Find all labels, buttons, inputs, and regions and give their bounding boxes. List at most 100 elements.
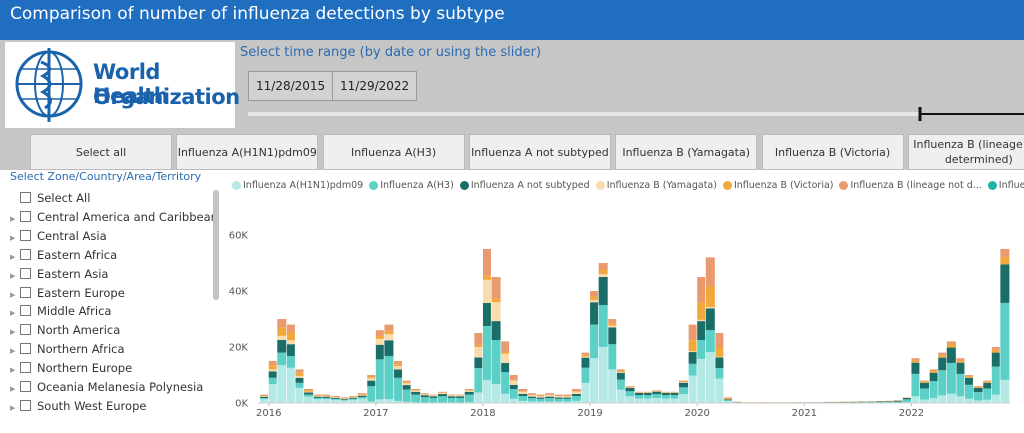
bar-segment	[616, 372, 625, 373]
region-item[interactable]: ▶ Central America and Caribbean	[10, 210, 218, 224]
bar-segment	[598, 270, 608, 275]
bar-segment	[509, 389, 518, 399]
checkbox[interactable]	[20, 343, 31, 355]
checkbox[interactable]	[20, 399, 31, 411]
region-item[interactable]: ▶ Northern Europe	[10, 361, 132, 375]
bar-segment	[330, 398, 340, 400]
bar-segment	[367, 386, 376, 402]
bar-segment	[286, 324, 295, 333]
checkbox[interactable]	[20, 305, 31, 317]
bar-segment	[911, 358, 920, 361]
bar-segment	[956, 396, 965, 403]
bar-segment	[697, 340, 706, 359]
bar-segment	[1000, 302, 1010, 380]
bar-segment	[678, 380, 689, 382]
bar-segment	[661, 391, 670, 393]
bar-segment	[509, 384, 518, 389]
checkbox[interactable]	[20, 324, 31, 336]
bar-segment	[482, 275, 491, 280]
bar-segment	[545, 401, 555, 403]
bar-segment	[367, 378, 376, 381]
start-date[interactable]: 11/28/2015	[248, 71, 334, 101]
checkbox[interactable]	[20, 286, 31, 298]
checkbox[interactable]	[20, 381, 31, 392]
bar-segment	[268, 384, 277, 403]
bar-segment	[491, 321, 501, 340]
region-item[interactable]: ▶ Northern Africa	[10, 342, 125, 356]
bar-segment	[581, 357, 590, 368]
legend-swatch	[369, 181, 379, 190]
x-tick-label: 2018	[470, 408, 495, 419]
bar-segment	[697, 277, 706, 303]
bar-segment	[420, 397, 429, 403]
subtype-tab[interactable]: Select all	[30, 134, 172, 170]
expand-icon: ▶	[10, 366, 16, 375]
region-item[interactable]: ▶ Eastern Africa	[10, 248, 117, 262]
bar-segment	[545, 396, 555, 399]
checkbox[interactable]	[20, 248, 31, 260]
bar-segment	[581, 355, 590, 357]
bar-segment	[536, 396, 545, 398]
region-item[interactable]: ▶ Oceania Melanesia Polynesia	[10, 380, 203, 394]
y-tick-label: 40K	[229, 287, 249, 298]
bar-segment	[983, 380, 992, 382]
bar-segment	[437, 393, 448, 395]
time-slider[interactable]	[244, 104, 1024, 124]
checkbox[interactable]	[20, 192, 31, 203]
bar-segment	[625, 391, 635, 397]
subtype-tab[interactable]: Influenza A not subtyped	[468, 134, 611, 170]
bar-segment	[491, 384, 501, 403]
bar-segment	[394, 369, 403, 378]
subtype-tab[interactable]: Influenza B (Victoria)	[761, 134, 904, 170]
bar-segment	[367, 401, 376, 403]
bar-segment	[608, 327, 617, 345]
scrollbar[interactable]	[213, 190, 219, 300]
bar-segment	[697, 319, 706, 322]
region-filter-title: Select Zone/Country/Area/Territory	[10, 170, 202, 183]
bar-segment	[938, 355, 947, 358]
bar-segment	[357, 397, 367, 399]
logo-text: Organization	[93, 85, 240, 109]
bar-segment	[330, 396, 340, 397]
region-item[interactable]: ▶ North America	[10, 323, 120, 337]
bar-segment	[616, 389, 625, 403]
bar-segment	[884, 401, 893, 402]
bar-segment	[946, 347, 956, 363]
bar-segment	[581, 356, 590, 358]
end-date[interactable]: 11/29/2022	[332, 71, 418, 101]
subtype-tab[interactable]: Influenza B (Yamagata)	[615, 134, 758, 170]
bar-segment	[447, 396, 456, 398]
checkbox[interactable]	[20, 210, 31, 222]
bar-segment	[491, 277, 501, 299]
bar-segment	[286, 367, 295, 403]
region-item[interactable]: ▶ Eastern Asia	[10, 267, 108, 281]
region-label: Middle Africa	[37, 304, 112, 319]
bar-segment	[652, 391, 662, 395]
bar-segment	[509, 379, 518, 381]
bar-segment	[973, 386, 983, 388]
subtype-tab[interactable]: Influenza B (lineage not determined)	[907, 134, 1024, 170]
checkbox[interactable]	[20, 362, 31, 374]
checkbox[interactable]	[20, 267, 31, 279]
subtype-tab[interactable]: Influenza A(H3)	[322, 134, 465, 170]
bar-segment	[501, 362, 510, 373]
region-item[interactable]: ▶ Eastern Europe	[10, 286, 125, 300]
time-range-label: Select time range (by date or using the …	[240, 45, 542, 60]
bar-segment	[295, 387, 304, 403]
expand-icon: ▶	[10, 403, 16, 412]
checkbox[interactable]	[20, 229, 31, 241]
bar-segment	[598, 347, 608, 403]
bar-segment	[876, 401, 885, 403]
bar-segment	[295, 372, 304, 377]
region-item[interactable]: ▶ South West Europe	[10, 399, 146, 413]
bar-segment	[625, 396, 635, 403]
region-item[interactable]: Select All	[10, 191, 90, 205]
bar-segment	[635, 391, 644, 393]
bar-segment	[938, 357, 947, 371]
subtype-tab[interactable]: Influenza A(H1N1)pdm09	[176, 134, 319, 170]
region-item[interactable]: ▶ Middle Africa	[10, 304, 111, 318]
bar-segment	[527, 401, 536, 403]
header: Comparison of number of influenza detect…	[0, 0, 1024, 40]
region-item[interactable]: ▶ Central Asia	[10, 229, 107, 243]
bar-segment	[349, 399, 358, 403]
